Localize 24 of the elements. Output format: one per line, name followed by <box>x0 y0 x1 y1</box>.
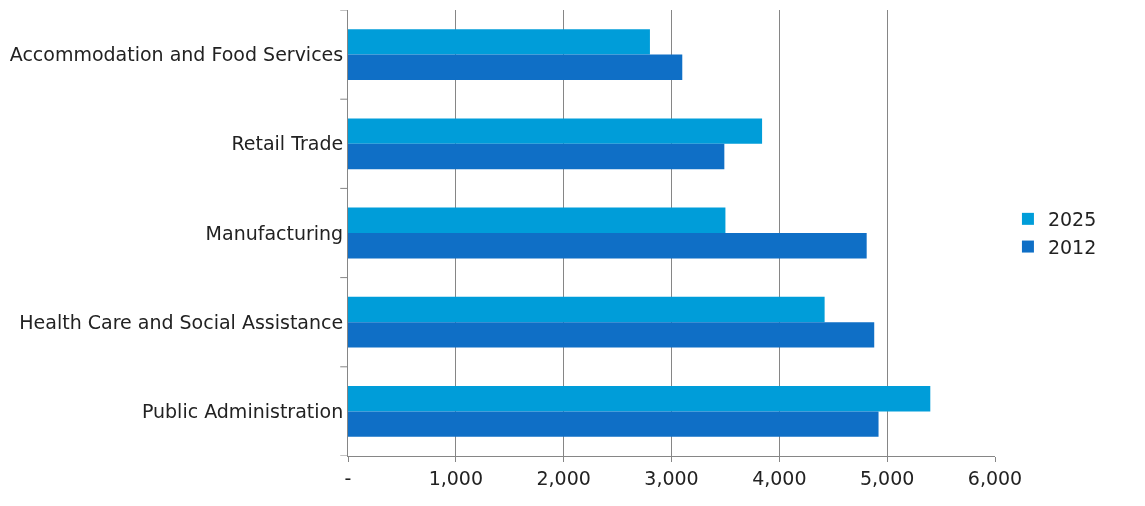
bar <box>348 29 650 55</box>
bar <box>348 411 879 437</box>
x-tick-label: 4,000 <box>752 466 807 489</box>
y-tick-label: Public Administration <box>141 400 344 423</box>
bar <box>348 207 726 233</box>
x-tick-label: 1,000 <box>428 466 484 489</box>
legend-label: 2012 <box>1047 235 1097 258</box>
x-tick-label: 5,000 <box>859 466 915 489</box>
bar <box>348 54 683 81</box>
x-tick-label: 2,000 <box>536 466 591 489</box>
bar <box>348 143 725 170</box>
x-tick-label: 3,000 <box>644 466 699 489</box>
legend-label: 2025 <box>1047 208 1097 231</box>
bar <box>348 118 763 144</box>
y-tick-label: Accommodation and Food Services <box>9 43 344 66</box>
x-tick-label: 6,000 <box>967 466 1023 489</box>
y-tick-label: Health Care and Social Assistance <box>19 310 344 333</box>
y-tick-label: Manufacturing <box>205 221 344 244</box>
x-tick-label: - <box>344 466 352 489</box>
bar <box>348 233 867 259</box>
y-tick-label: Retail Trade <box>231 132 344 155</box>
bar <box>348 322 875 348</box>
bar <box>348 296 825 323</box>
bar <box>348 385 931 412</box>
